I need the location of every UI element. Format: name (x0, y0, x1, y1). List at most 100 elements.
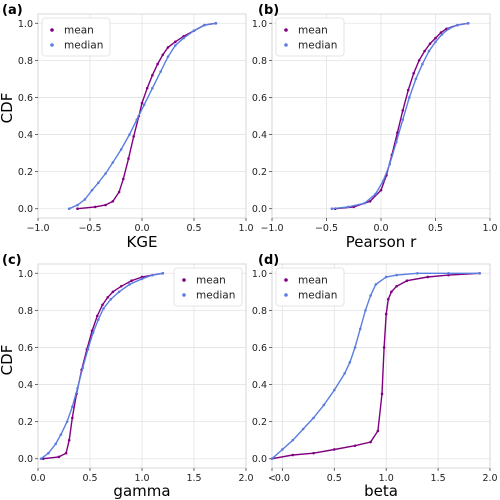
x-tick-label: < (268, 473, 276, 484)
data-point-mean (95, 314, 99, 318)
data-point-median (135, 118, 139, 122)
y-tick-label: 1.0 (252, 19, 267, 30)
data-point-mean (382, 346, 386, 349)
data-point-mean (140, 101, 144, 105)
data-point-mean (291, 453, 295, 457)
legend: mean median (41, 17, 111, 57)
series-line-median (331, 22, 469, 210)
data-point-median (478, 271, 481, 275)
y-tick-label: 0.8 (252, 306, 267, 317)
data-point-mean (434, 36, 437, 40)
y-tick-label: 0.4 (252, 130, 267, 141)
data-point-mean (71, 416, 74, 420)
x-axis-label: Pearson r (346, 233, 417, 251)
y-tick-label: 1.0 (18, 19, 33, 30)
data-point-median (353, 346, 357, 349)
y-tick-label: 0.8 (18, 56, 33, 67)
legend-box (41, 17, 111, 57)
data-point-mean (423, 49, 426, 53)
data-point-median (427, 49, 431, 53)
data-point-median (192, 29, 196, 32)
data-point-median (159, 70, 163, 73)
data-point-mean (376, 429, 380, 433)
x-tick-label: 1.0 (238, 223, 253, 234)
chart-panel-1: −1.0 −0.5 0.0 0.5 1.00.00.20.40.60.81.0meanm… (0, 3, 254, 251)
data-point-median (466, 21, 470, 25)
plot-frame (271, 263, 491, 469)
data-point-median (364, 309, 367, 312)
legend-label-median: median (64, 40, 103, 52)
data-point-median (86, 348, 90, 351)
data-point-mean (151, 73, 154, 77)
y-tick-label: 0.6 (252, 343, 267, 354)
data-point-mean (145, 86, 149, 90)
data-point-mean (353, 444, 357, 448)
legend-label-mean: mean (298, 25, 328, 37)
legend: mean median (275, 17, 345, 57)
data-point-median (90, 188, 94, 192)
legend-marker-mean (284, 28, 288, 32)
data-point-mean (417, 59, 421, 62)
data-point-mean (121, 177, 125, 181)
x-tick-label: 1.0 (482, 223, 497, 234)
data-point-median (71, 405, 74, 409)
data-point-median (395, 273, 398, 277)
chart-panel-4: <0.0 0.5 1.0 1.5 2.00.00.20.40.60.81.0meanme… (252, 253, 498, 500)
data-point-median (128, 133, 131, 136)
data-point-median (374, 283, 378, 286)
data-point-mean (173, 40, 177, 44)
data-point-median (347, 205, 350, 209)
legend-marker-mean (182, 278, 186, 282)
data-point-median (76, 386, 79, 390)
data-point-median (322, 403, 326, 407)
panel-label: (a) (2, 3, 23, 18)
y-tick-label: 0.0 (252, 454, 267, 465)
y-tick-label: 0.2 (252, 417, 267, 428)
data-point-mean (111, 200, 115, 203)
data-point-median (456, 23, 459, 27)
data-point-median (97, 181, 100, 185)
series-line-mean (43, 272, 163, 460)
legend-label-median: median (298, 290, 337, 302)
y-tick-label: 0.2 (18, 417, 33, 428)
data-point-median (117, 290, 121, 294)
data-point-mean (156, 62, 159, 66)
legend-marker-median (182, 293, 186, 297)
y-tick-label: 0.6 (18, 93, 33, 104)
x-tick-label: 0.5 (327, 473, 342, 484)
data-point-median (151, 273, 154, 277)
x-tick-label: 1.5 (431, 473, 446, 484)
y-tick-label: 1.0 (18, 269, 33, 280)
data-point-median (83, 198, 87, 201)
data-point-mean (67, 438, 71, 442)
y-tick-label: 0.4 (18, 130, 33, 141)
data-point-median (203, 23, 206, 27)
data-point-median (301, 427, 305, 431)
series-line-mean (335, 22, 469, 210)
data-point-median (388, 162, 392, 166)
legend-label-mean: mean (64, 25, 94, 37)
legend-label-mean: mean (298, 275, 328, 287)
data-point-median (414, 77, 418, 81)
data-point-median (59, 433, 63, 436)
x-tick-label: 0.5 (82, 473, 97, 484)
x-axis-label: beta (364, 482, 398, 500)
y-tick-label: 0.2 (18, 167, 33, 178)
data-point-median (291, 438, 295, 442)
data-point-mean (119, 284, 123, 288)
legend-box (173, 267, 243, 307)
legend-label-mean: mean (196, 275, 226, 287)
panel-label: (b) (258, 3, 279, 18)
x-tick-label: 2.0 (238, 473, 253, 484)
y-axis-label: CDF (0, 93, 16, 124)
data-point-mean (312, 451, 315, 455)
data-point-mean (395, 284, 398, 288)
data-point-median (447, 27, 450, 31)
legend-marker-median (50, 43, 54, 47)
data-point-median (281, 448, 284, 451)
data-point-median (151, 86, 154, 90)
data-point-mean (390, 290, 393, 294)
data-point-median (440, 33, 444, 36)
y-tick-label: 0.0 (18, 454, 33, 465)
data-point-median (394, 140, 398, 144)
